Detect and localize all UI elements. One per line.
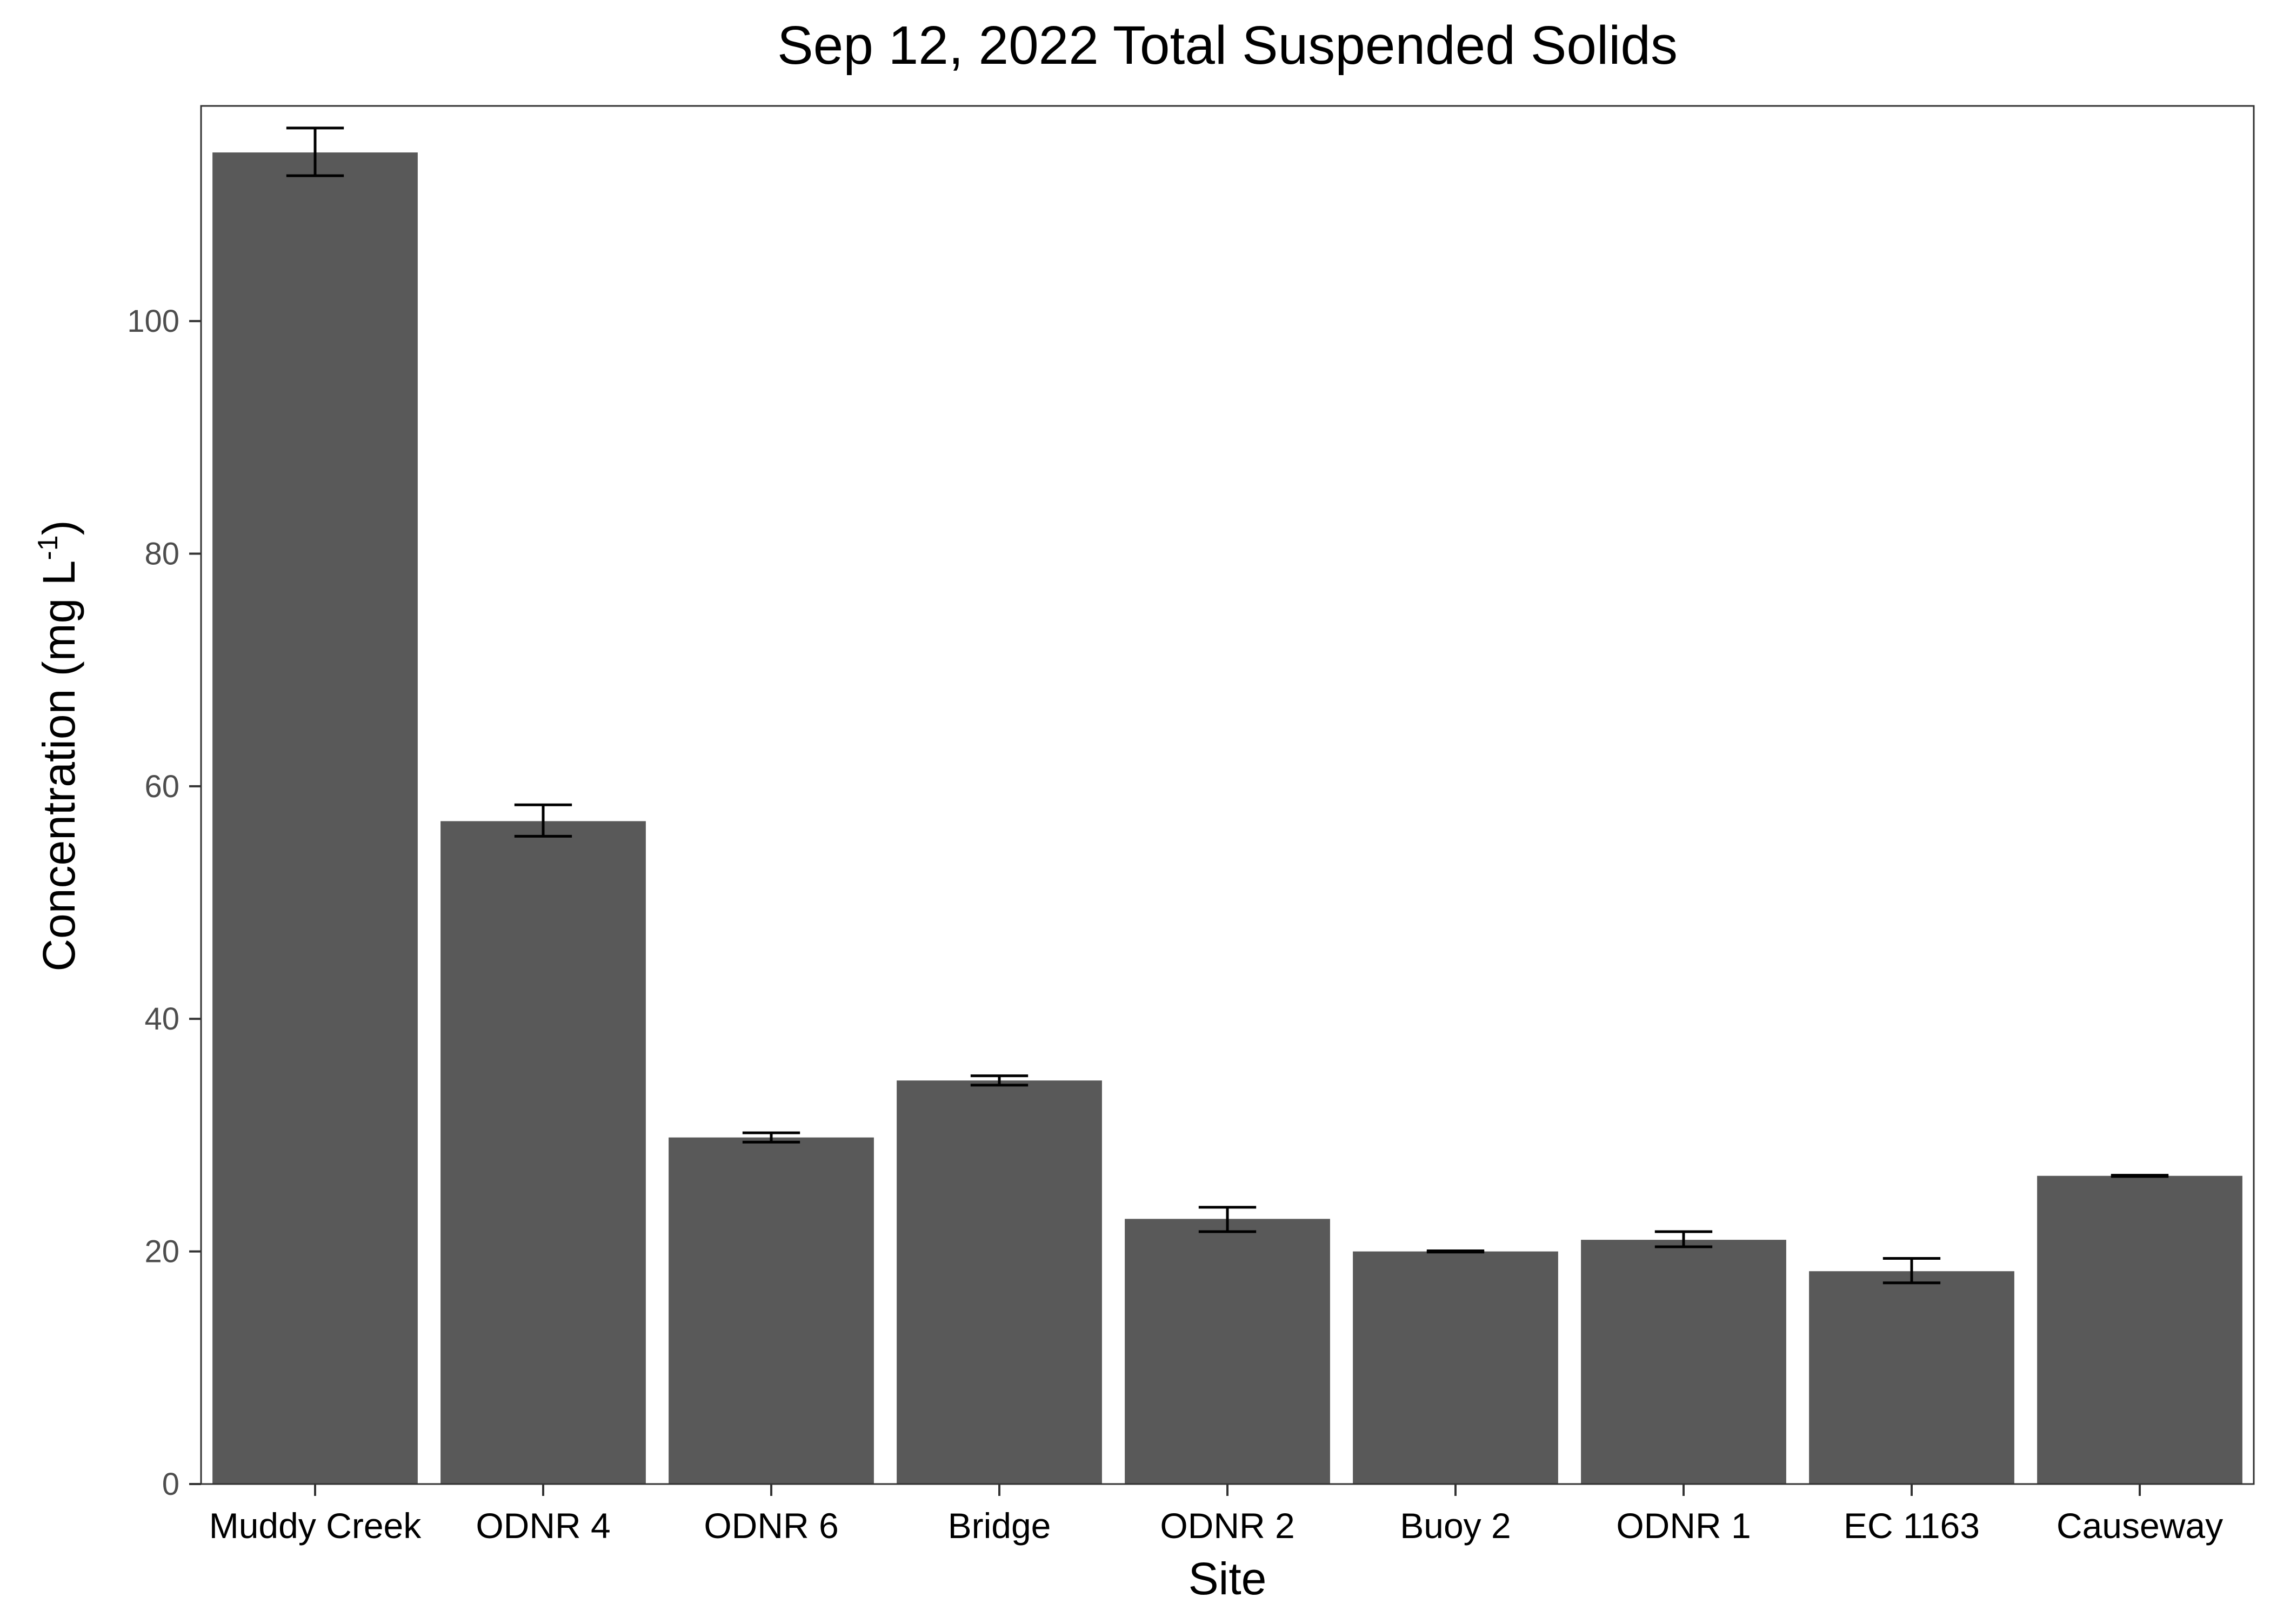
bar — [1353, 1251, 1558, 1484]
error-bar — [1882, 1257, 1941, 1285]
x-tick-label: Bridge — [948, 1506, 1051, 1546]
error-bar — [2111, 1174, 2169, 1178]
error-bar — [286, 126, 344, 177]
x-axis-title: Site — [1189, 1553, 1267, 1604]
error-bar — [514, 803, 572, 838]
errorbars-layer — [286, 126, 2169, 1285]
bar — [2037, 1175, 2242, 1484]
y-tick-label: 40 — [144, 1001, 179, 1037]
x-tick-label: ODNR 1 — [1616, 1506, 1751, 1546]
bar — [440, 821, 646, 1484]
error-bar — [970, 1074, 1029, 1087]
bar — [897, 1080, 1102, 1484]
y-axis: 0 20 40 60 80 100 — [127, 304, 201, 1502]
x-tick-label: Buoy 2 — [1400, 1506, 1511, 1546]
x-tick-label: ODNR 6 — [704, 1506, 838, 1546]
y-tick-label: 60 — [144, 769, 179, 804]
y-tick-label: 20 — [144, 1234, 179, 1269]
y-tick-label: 0 — [162, 1467, 179, 1502]
bar — [1125, 1219, 1330, 1484]
x-tick-label: EC 1163 — [1844, 1506, 1980, 1546]
bar — [669, 1137, 874, 1484]
y-axis-title-close: ) — [34, 520, 84, 535]
x-axis: Muddy Creek ODNR 4 ODNR 6 Bridge ODNR 2 Buoy … — [209, 1484, 2223, 1546]
bar — [1809, 1271, 2014, 1484]
bar — [212, 152, 418, 1485]
y-tick-label: 100 — [127, 304, 179, 339]
y-tick-label: 80 — [144, 536, 179, 571]
error-bar — [1198, 1206, 1257, 1233]
plot-panel-border — [200, 105, 2255, 1485]
x-tick-label: Muddy Creek — [209, 1506, 422, 1546]
error-bar — [1654, 1230, 1713, 1248]
error-bar — [742, 1131, 800, 1144]
bar — [1581, 1240, 1786, 1484]
y-axis-title: Concentration (mg L-1) — [32, 520, 84, 971]
chart-title: Sep 12, 2022 Total Suspended Solids — [777, 15, 1678, 76]
x-tick-label: Causeway — [2057, 1506, 2223, 1546]
x-tick-label: ODNR 2 — [1160, 1506, 1294, 1546]
x-tick-label: ODNR 4 — [476, 1506, 610, 1546]
y-axis-title-main: Concentration (mg L — [34, 560, 84, 972]
y-axis-title-superscript: -1 — [32, 535, 64, 560]
bars-layer — [212, 152, 2242, 1485]
error-bar — [1426, 1249, 1485, 1254]
